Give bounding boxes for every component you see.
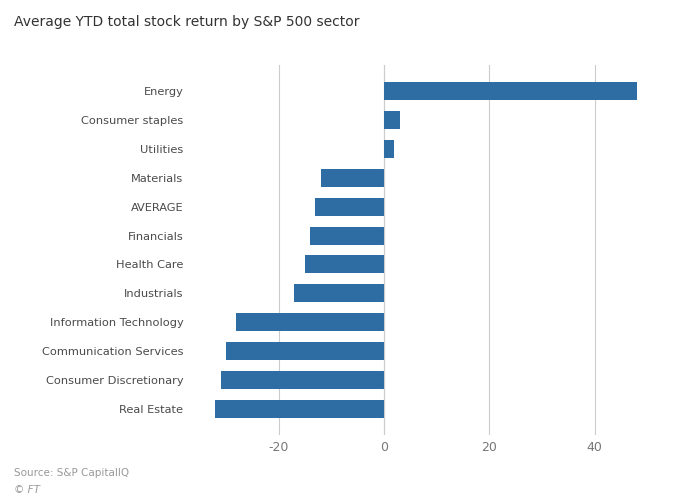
Bar <box>384 111 400 128</box>
Bar <box>220 372 384 389</box>
Text: © FT: © FT <box>14 485 40 495</box>
Bar <box>310 226 384 244</box>
Text: Average YTD total stock return by S&P 500 sector: Average YTD total stock return by S&P 50… <box>14 15 360 29</box>
Bar <box>316 198 384 216</box>
Bar <box>384 82 637 100</box>
Bar <box>237 314 384 332</box>
Bar <box>384 140 395 158</box>
Bar <box>216 400 384 418</box>
Bar <box>305 256 384 274</box>
Bar <box>295 284 384 302</box>
Bar <box>226 342 384 360</box>
Bar <box>321 168 384 186</box>
Text: Source: S&P CapitalIQ: Source: S&P CapitalIQ <box>14 468 129 477</box>
